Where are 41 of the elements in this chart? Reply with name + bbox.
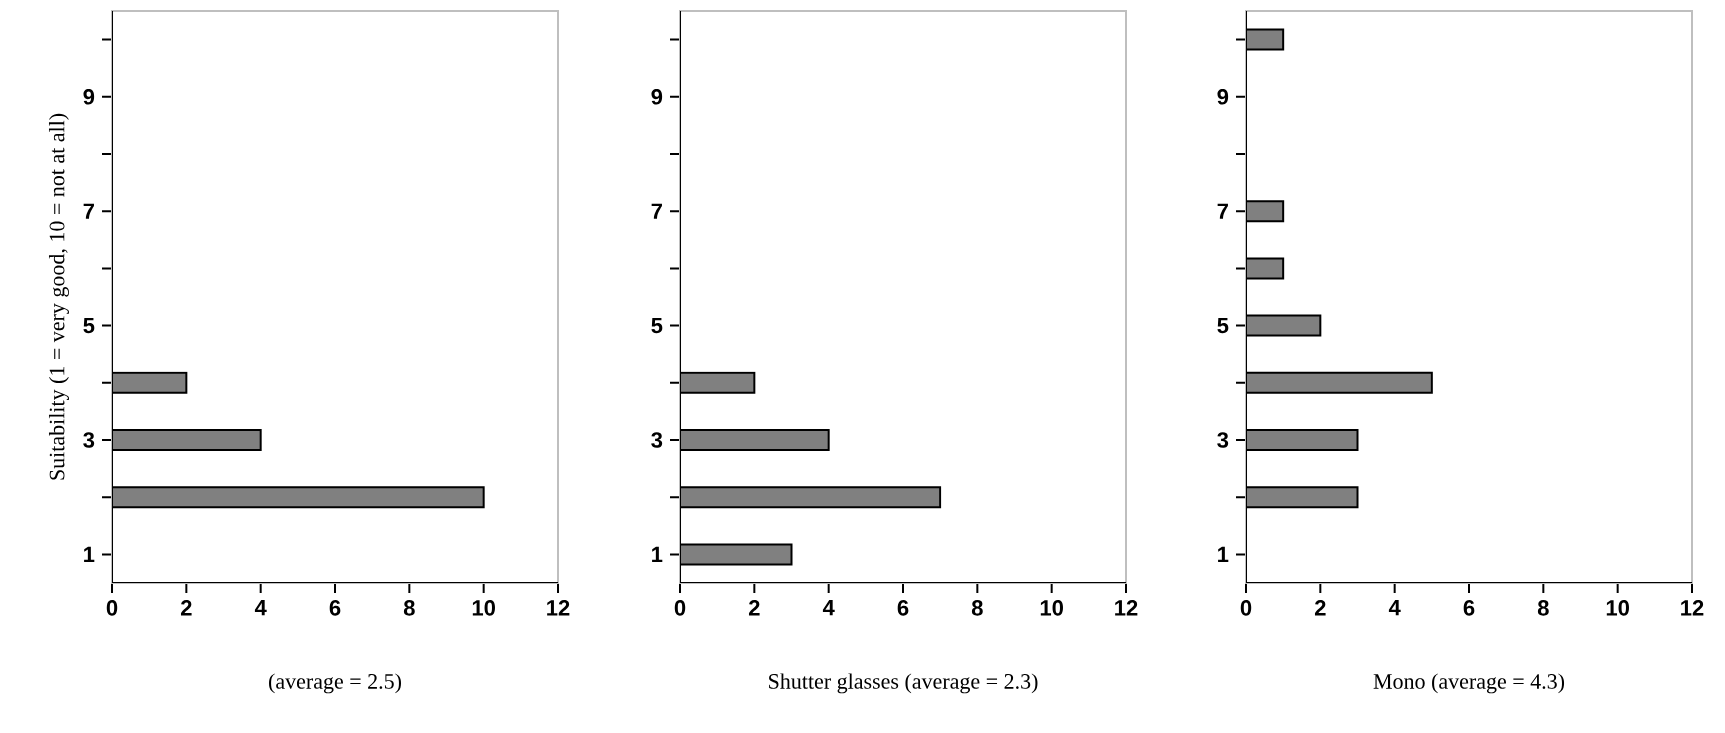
x-tick-label: 12 — [1115, 600, 1138, 616]
x-tick-label: 0 — [106, 600, 118, 616]
y-tick-label: 1 — [84, 546, 95, 562]
y-tick-label: 9 — [83, 89, 95, 105]
y-tick-label: 3 — [651, 432, 663, 448]
y-tick-label: 5 — [83, 317, 95, 334]
x-axis-title: (average = 2.5) — [269, 673, 402, 694]
x-tick-label: 8 — [1537, 600, 1549, 616]
y-tick-label: 9 — [1217, 89, 1229, 105]
x-tick-label: 4 — [254, 600, 267, 616]
x-tick-label: 6 — [329, 600, 341, 616]
y-tick-label: 5 — [651, 317, 663, 334]
x-tick-label: 4 — [822, 600, 835, 616]
y-tick-label: 3 — [83, 432, 95, 448]
x-axis-title: Shutter glasses (average = 2.3) — [769, 673, 1038, 694]
x-tick-label: 12 — [1681, 600, 1704, 616]
y-tick-label: 7 — [83, 203, 94, 219]
y-tick-label: 7 — [1217, 203, 1228, 219]
x-tick-label: 0 — [1240, 600, 1252, 616]
x-tick-label: 4 — [1388, 600, 1401, 616]
x-tick-label: 10 — [1606, 600, 1629, 616]
y-tick-label: 1 — [652, 546, 663, 562]
x-tick-label: 6 — [1463, 600, 1475, 616]
x-tick-label: 8 — [403, 600, 415, 616]
y-tick-label: 5 — [1217, 317, 1229, 334]
x-tick-label: 2 — [180, 600, 192, 616]
x-tick-label: 10 — [1040, 600, 1063, 616]
x-tick-label: 2 — [1314, 600, 1326, 616]
x-tick-label: 6 — [897, 600, 909, 616]
x-tick-label: 8 — [971, 600, 983, 616]
y-axis-title: Suitability (1 = very good, 10 = not at all) — [48, 113, 69, 480]
x-tick-label: 2 — [748, 600, 760, 616]
x-tick-label: 0 — [674, 600, 686, 616]
x-tick-label: 10 — [472, 600, 495, 616]
bar — [112, 486, 485, 509]
x-tick-label: 12 — [547, 600, 570, 616]
y-tick-label: 7 — [651, 203, 662, 219]
x-axis-title: Mono (average = 4.3) — [1373, 673, 1565, 694]
y-tick-label: 3 — [1217, 432, 1229, 448]
y-tick-label: 1 — [1218, 546, 1229, 562]
y-tick-label: 9 — [651, 89, 663, 105]
